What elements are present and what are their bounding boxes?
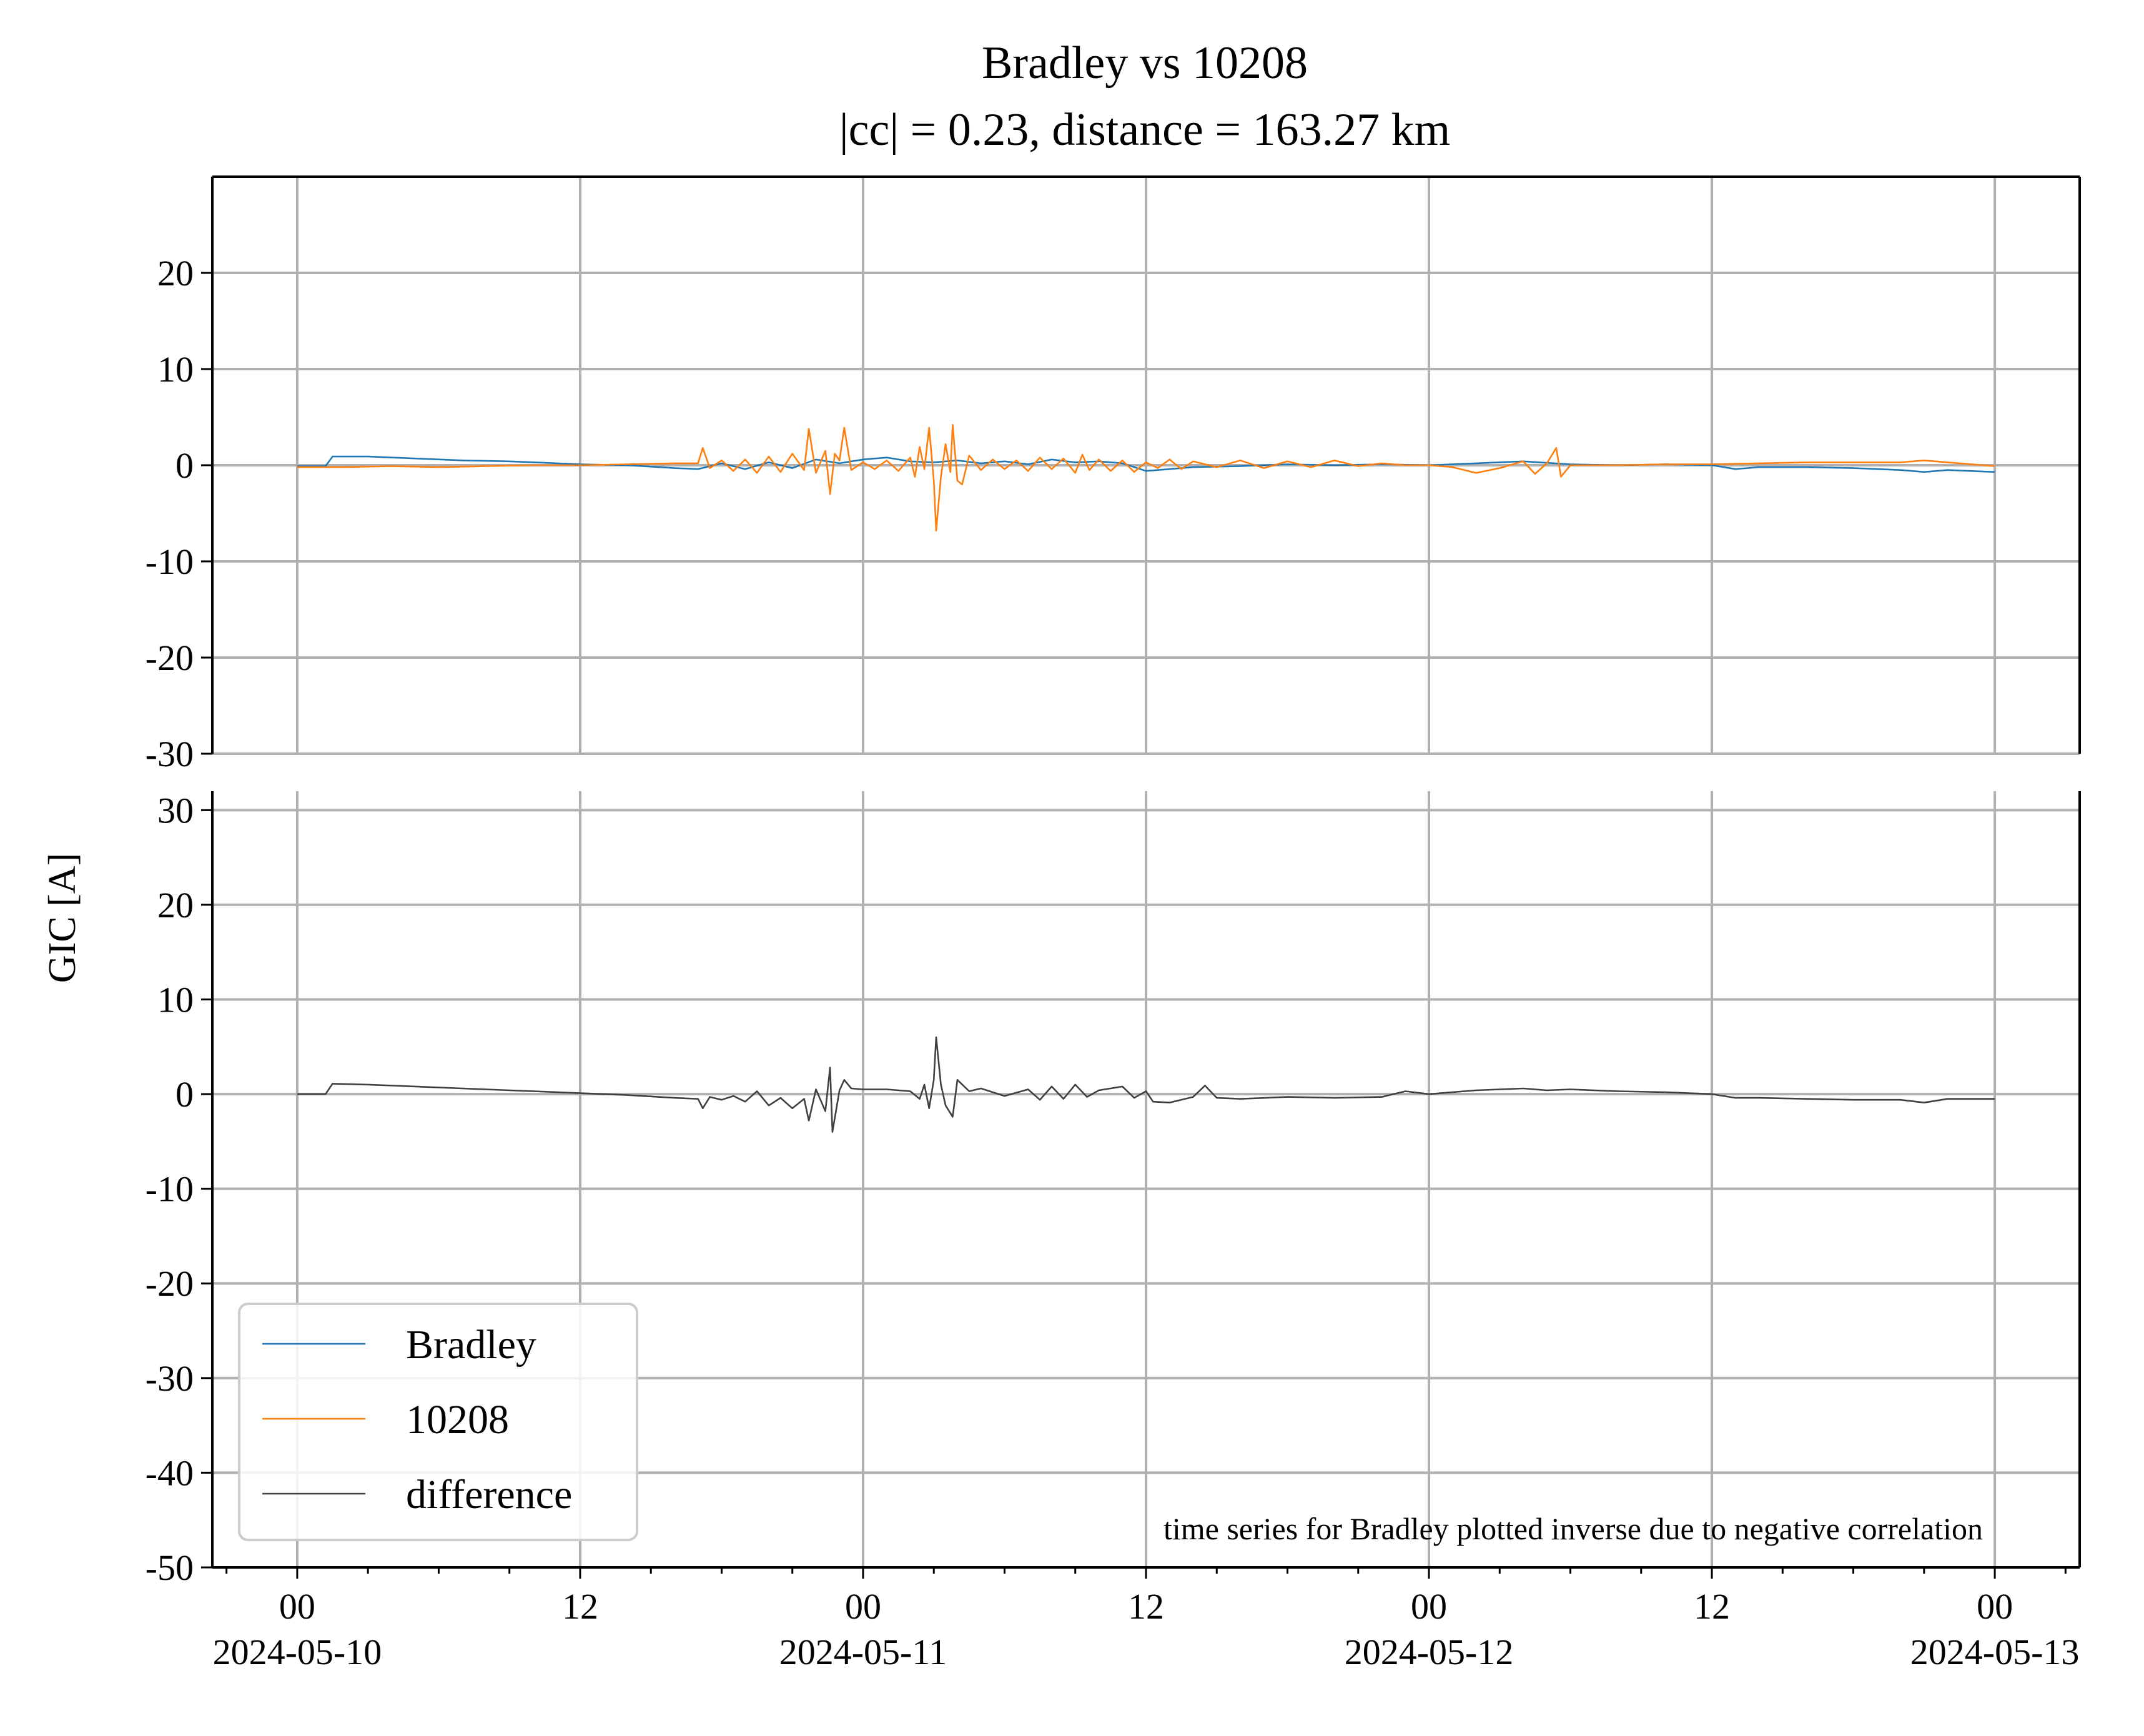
y-tick-label: -20 xyxy=(146,638,194,678)
y-tick-label: 10 xyxy=(157,979,194,1020)
x-tick-label-date: 2024-05-10 xyxy=(213,1632,382,1672)
y-tick-label: 30 xyxy=(157,790,194,831)
x-tick-label-time: 12 xyxy=(1128,1586,1164,1627)
legend-label-bradley: Bradley xyxy=(406,1322,536,1368)
x-tick-label-time: 12 xyxy=(562,1586,598,1627)
y-tick-label: 0 xyxy=(175,1074,194,1115)
top-panel: 20 10 0 -10 -20 -30 xyxy=(146,175,2081,774)
x-tick-label-date: 2024-05-12 xyxy=(1345,1632,1514,1672)
y-tick-label: 20 xyxy=(157,253,194,293)
series-line-difference xyxy=(297,1036,1995,1133)
y-tick-label: -30 xyxy=(146,734,194,774)
series-line-10208 xyxy=(297,424,1995,531)
x-tick-label-date: 2024-05-11 xyxy=(779,1632,947,1672)
y-tick-label: -10 xyxy=(146,1169,194,1210)
legend-label-10208: 10208 xyxy=(406,1397,509,1443)
legend-label-difference: difference xyxy=(406,1472,572,1517)
y-tick-label: -40 xyxy=(146,1452,194,1493)
y-tick-label: -50 xyxy=(146,1547,194,1588)
x-tick-label-time: 00 xyxy=(1977,1586,2013,1627)
legend-frame xyxy=(238,1303,638,1541)
y-tick-label: 20 xyxy=(157,885,194,925)
chart-annotation: time series for Bradley plotted inverse … xyxy=(1163,1511,1983,1546)
x-axis: 00 2024-05-10 12 00 2024-05-11 12 00 2024-05-12… xyxy=(213,1567,2080,1672)
legend: Bradley 10208 difference xyxy=(238,1303,638,1541)
y-tick-label: -20 xyxy=(146,1263,194,1304)
y-tick-label: 0 xyxy=(175,445,194,486)
x-tick-label-date: 2024-05-13 xyxy=(1910,1632,2080,1672)
chart-subtitle: |cc| = 0.23, distance = 163.27 km xyxy=(839,104,1450,155)
x-tick-label-time: 00 xyxy=(845,1586,881,1627)
x-tick-label-time: 00 xyxy=(279,1586,315,1627)
y-tick-label: -10 xyxy=(146,541,194,582)
y-tick-label: 10 xyxy=(157,349,194,390)
y-tick-label: -30 xyxy=(146,1358,194,1399)
chart-title: Bradley vs 10208 xyxy=(982,37,1308,89)
x-tick-label-time: 00 xyxy=(1411,1586,1447,1627)
y-axis-label: GIC [A] xyxy=(41,853,84,983)
x-tick-label-time: 12 xyxy=(1694,1586,1730,1627)
